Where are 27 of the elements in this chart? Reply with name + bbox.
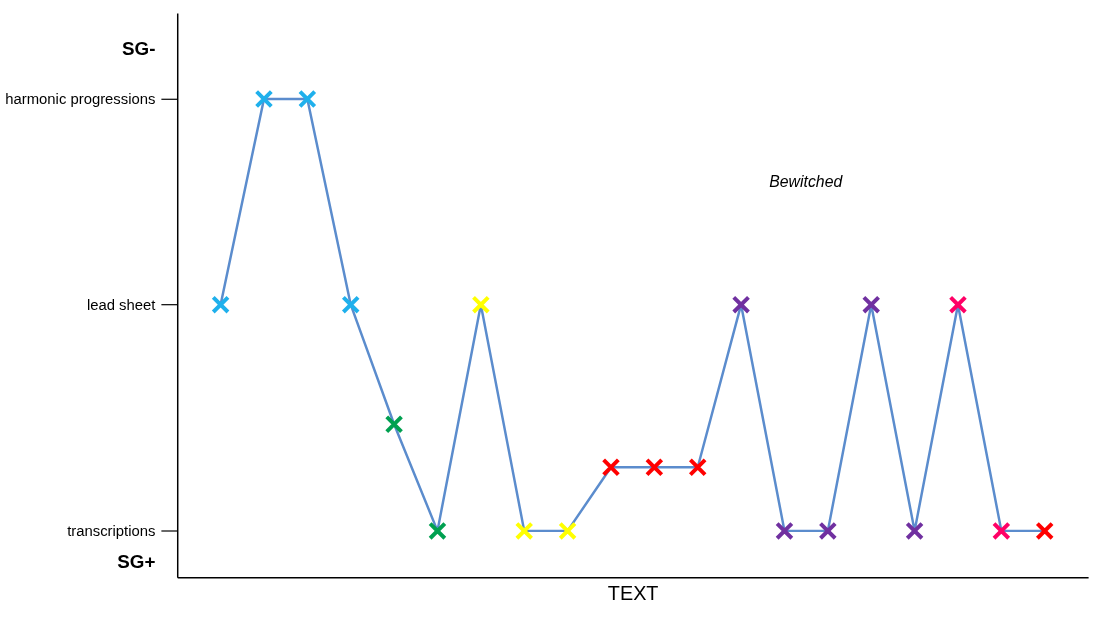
text: transcriptions	[67, 522, 156, 539]
point	[254, 89, 274, 109]
annotation: Bewitched	[769, 173, 844, 191]
point	[341, 295, 361, 314]
x-axis-title: TEXT	[607, 581, 659, 604]
text: lead sheet	[86, 296, 157, 313]
point	[731, 295, 751, 314]
point	[601, 457, 621, 477]
point	[818, 521, 838, 541]
point	[298, 89, 317, 109]
point	[645, 457, 664, 477]
point	[1035, 521, 1055, 541]
point	[861, 295, 881, 314]
text: harmonic progressions	[5, 91, 156, 108]
point	[992, 521, 1011, 541]
point	[558, 521, 577, 541]
point	[905, 521, 924, 541]
point	[211, 295, 230, 314]
point	[948, 295, 968, 314]
point	[428, 521, 447, 541]
point	[384, 414, 404, 434]
point	[775, 521, 794, 541]
point	[688, 457, 708, 477]
point	[471, 295, 491, 314]
point	[514, 521, 534, 541]
text: SG-	[122, 37, 156, 59]
text: SG+	[117, 550, 156, 572]
